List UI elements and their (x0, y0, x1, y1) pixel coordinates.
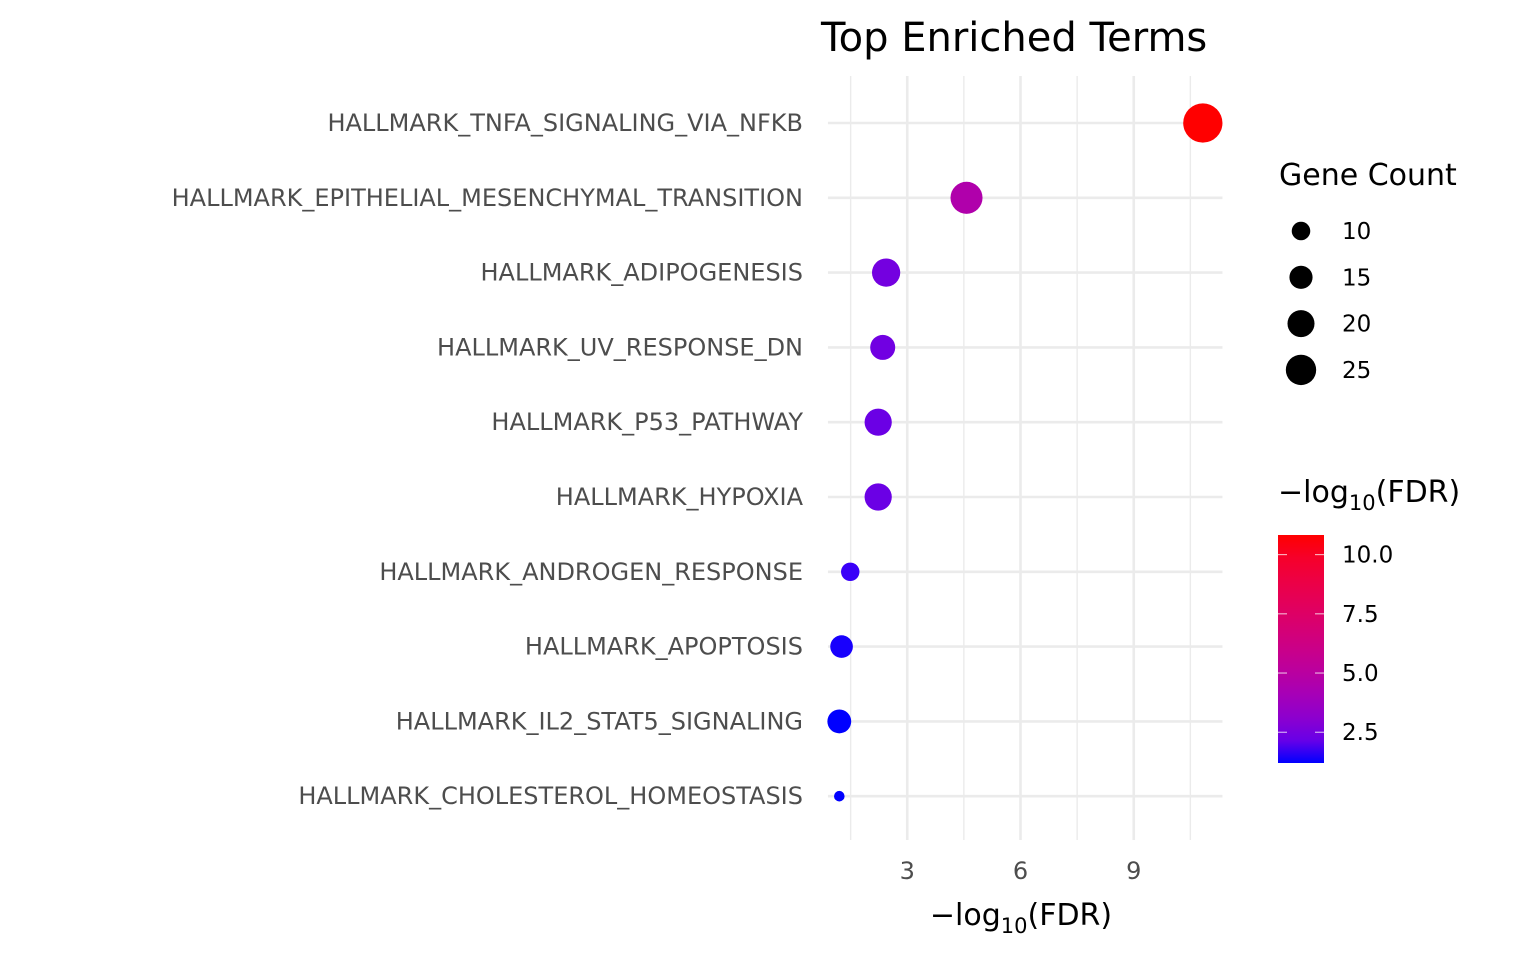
data-point (827, 709, 852, 734)
color-legend-label: 5.0 (1342, 661, 1379, 687)
data-point (864, 408, 892, 436)
y-axis-labels: HALLMARK_TNFA_SIGNALING_VIA_NFKB HALLMARK… (172, 109, 804, 810)
size-legend-label: 20 (1342, 312, 1371, 338)
y-tick-label: HALLMARK_EPITHELIAL_MESENCHYMAL_TRANSITI… (172, 184, 803, 212)
size-legend-key (1285, 354, 1317, 386)
size-legend-label: 15 (1342, 265, 1371, 291)
y-tick-label: HALLMARK_CHOLESTEROL_HOMEOSTASIS (298, 782, 803, 810)
data-point (871, 258, 901, 287)
size-legend-key (1291, 221, 1311, 241)
color-legend-title: −log10(FDR) (1278, 475, 1460, 515)
x-tick-label: 3 (900, 857, 915, 885)
color-legend: −log10(FDR) 2.5 5.0 7.5 10.0 (1278, 475, 1460, 763)
size-legend: Gene Count 10 15 20 25 (1279, 158, 1457, 386)
size-legend-title: Gene Count (1279, 158, 1457, 193)
data-point (830, 635, 853, 658)
data-point (870, 334, 896, 360)
grid (827, 76, 1223, 840)
size-legend-key (1289, 265, 1313, 289)
chart-title: Top Enriched Terms (820, 15, 1207, 61)
y-tick-label: HALLMARK_ADIPOGENESIS (480, 259, 803, 287)
y-tick-label: HALLMARK_HYPOXIA (556, 483, 804, 511)
colorbar (1278, 535, 1324, 763)
color-legend-label: 2.5 (1342, 720, 1379, 746)
x-axis-title: −log10(FDR) (930, 898, 1112, 938)
data-point (950, 181, 983, 214)
y-tick-label: HALLMARK_P53_PATHWAY (491, 408, 803, 436)
data-point (864, 483, 892, 511)
size-legend-label: 25 (1342, 358, 1371, 384)
points (827, 103, 1223, 802)
data-point (834, 790, 845, 802)
y-tick-label: HALLMARK_UV_RESPONSE_DN (437, 333, 803, 361)
x-tick-label: 6 (1013, 857, 1028, 885)
x-tick-label: 9 (1126, 857, 1141, 885)
y-tick-label: HALLMARK_ANDROGEN_RESPONSE (379, 558, 803, 586)
y-tick-label: HALLMARK_IL2_STAT5_SIGNALING (396, 707, 803, 735)
y-tick-label: HALLMARK_TNFA_SIGNALING_VIA_NFKB (327, 109, 803, 137)
y-tick-label: HALLMARK_APOPTOSIS (525, 633, 803, 661)
size-legend-key (1287, 310, 1315, 338)
x-axis-ticks: 3 6 9 (900, 857, 1142, 885)
size-legend-label: 10 (1342, 219, 1371, 245)
color-legend-label: 10.0 (1342, 543, 1393, 569)
color-legend-label: 7.5 (1342, 602, 1379, 628)
data-point (1183, 103, 1223, 143)
data-point (841, 562, 860, 582)
